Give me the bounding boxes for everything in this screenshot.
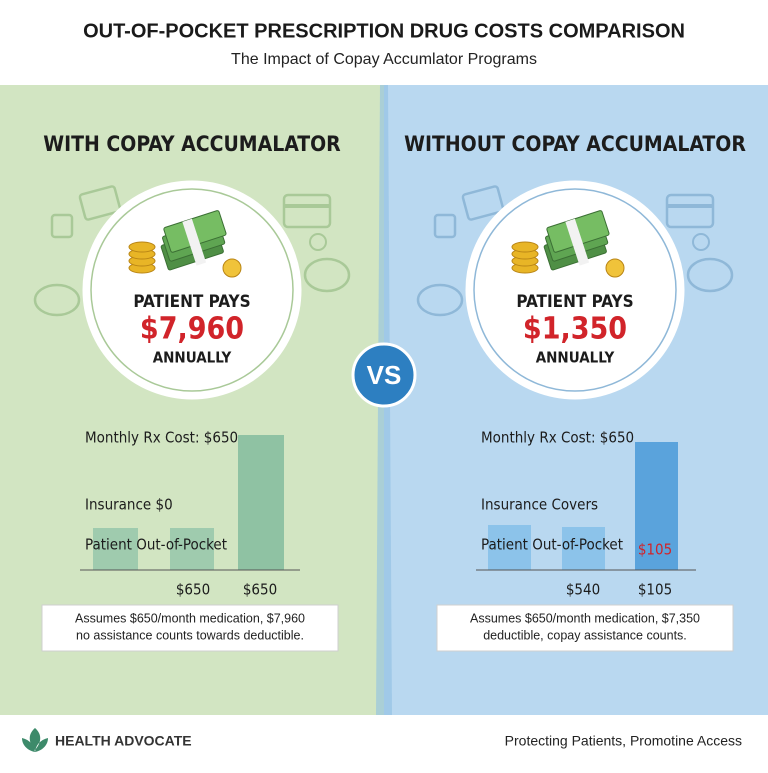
piggy-icon	[33, 283, 81, 317]
bar	[170, 528, 214, 570]
coin	[511, 241, 539, 253]
note-line: Assumes $650/month medication, $7,350	[470, 611, 700, 625]
coin-icon	[309, 233, 327, 251]
piggy-icon	[686, 257, 734, 293]
coin	[128, 241, 156, 253]
note-box	[41, 604, 339, 652]
brand: HEALTH ADVOCATE	[55, 733, 192, 749]
note-line: deductible, copay assistance counts.	[483, 628, 687, 642]
patient-label: Patient Out-of-Pocket	[85, 536, 227, 554]
bar	[93, 528, 138, 570]
amount: $1,350	[523, 312, 627, 347]
highlight-circle	[465, 180, 685, 400]
period: ANNUALLY	[153, 349, 232, 367]
lock-icon	[50, 213, 74, 239]
wallet-icon	[78, 185, 122, 221]
cash-band	[182, 218, 207, 266]
chart-title: Monthly Rx Cost: $650	[481, 429, 634, 447]
card-icon	[665, 193, 715, 229]
coin	[605, 258, 625, 278]
period: ANNUALLY	[536, 349, 615, 367]
coin	[222, 258, 242, 278]
note-line: Assumes $650/month medication, $7,960	[75, 611, 305, 625]
coin-icon	[692, 233, 710, 251]
note-line: no assistance counts towards deductible.	[76, 628, 304, 642]
tagline: Protecting Patients, Promotine Access	[505, 733, 742, 749]
bar	[635, 442, 678, 570]
lock-icon	[433, 213, 457, 239]
cash-band	[565, 218, 590, 266]
chart-title: Monthly Rx Cost: $650	[85, 429, 238, 447]
bar	[238, 435, 284, 570]
wallet-icon	[461, 185, 505, 221]
bar-label: $105	[638, 541, 672, 559]
card-icon	[282, 193, 332, 229]
highlight-ring	[473, 188, 677, 392]
piggy-icon	[303, 257, 351, 293]
patient-label: Patient Out-of-Pocket	[481, 536, 623, 554]
vs-text: VS	[367, 360, 402, 390]
value-label: $540	[566, 581, 600, 599]
highlight-circle	[82, 180, 302, 400]
value-label: $650	[243, 581, 277, 599]
note-box	[436, 604, 734, 652]
patient-pays: PATIENT PAYS	[133, 292, 250, 312]
insurance-label: Insurance Covers	[481, 496, 598, 514]
patient-pays: PATIENT PAYS	[516, 292, 633, 312]
piggy-icon	[416, 283, 464, 317]
value-label: $650	[176, 581, 210, 599]
logo	[22, 728, 48, 752]
bar	[562, 527, 605, 570]
panel-heading: WITHOUT COPAY ACCUMALATOR	[404, 132, 746, 156]
highlight-ring	[90, 188, 294, 392]
panel-heading: WITH COPAY ACCUMALATOR	[43, 132, 341, 156]
vs-badge	[351, 342, 417, 408]
amount: $7,960	[140, 312, 244, 347]
subtitle: The Impact of Copay Accumlator Programs	[231, 51, 537, 68]
bar	[488, 525, 531, 570]
value-label: $105	[638, 581, 672, 599]
insurance-label: Insurance $0	[85, 496, 173, 514]
title: OUT-OF-POCKET PRESCRIPTION DRUG COSTS CO…	[83, 20, 685, 42]
